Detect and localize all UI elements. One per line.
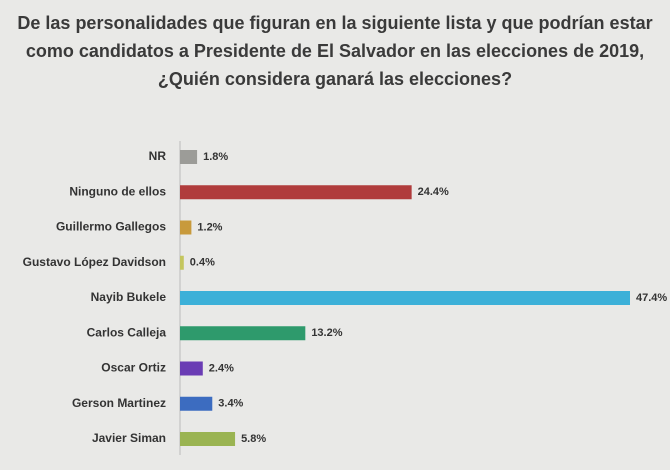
category-label: Guillermo Gallegos [56,220,166,234]
bar [180,291,630,305]
value-label: 2.4% [209,362,234,374]
chart-title-line: como candidatos a Presidente de El Salva… [26,41,644,61]
bar [180,396,213,411]
bar [180,220,192,235]
value-label: 1.8% [203,151,228,163]
category-label: NR [149,149,167,163]
bar [180,432,236,446]
category-label: Javier Siman [92,431,166,445]
value-label: 0.4% [190,257,215,269]
category-label: Ninguno de ellos [69,184,166,198]
chart-title-line: ¿Quién considera ganará las elecciones? [158,69,512,89]
value-label: 47.4% [636,292,667,304]
bar [180,185,412,200]
value-label: 3.4% [218,398,243,410]
value-label: 1.2% [197,221,222,233]
category-label: Carlos Calleja [87,325,167,339]
value-label: 24.4% [418,186,449,198]
value-label: 13.2% [311,327,342,339]
bar [180,361,203,376]
category-label: Gerson Martinez [72,396,166,410]
chart-title-line: De las personalidades que figuran en la … [17,13,652,33]
bar [180,326,306,341]
bar [180,255,184,270]
value-label: 5.8% [241,433,266,445]
bar [180,150,198,164]
category-label: Gustavo López Davidson [23,255,166,269]
category-label: Oscar Ortiz [101,361,166,375]
category-label: Nayib Bukele [91,290,167,304]
